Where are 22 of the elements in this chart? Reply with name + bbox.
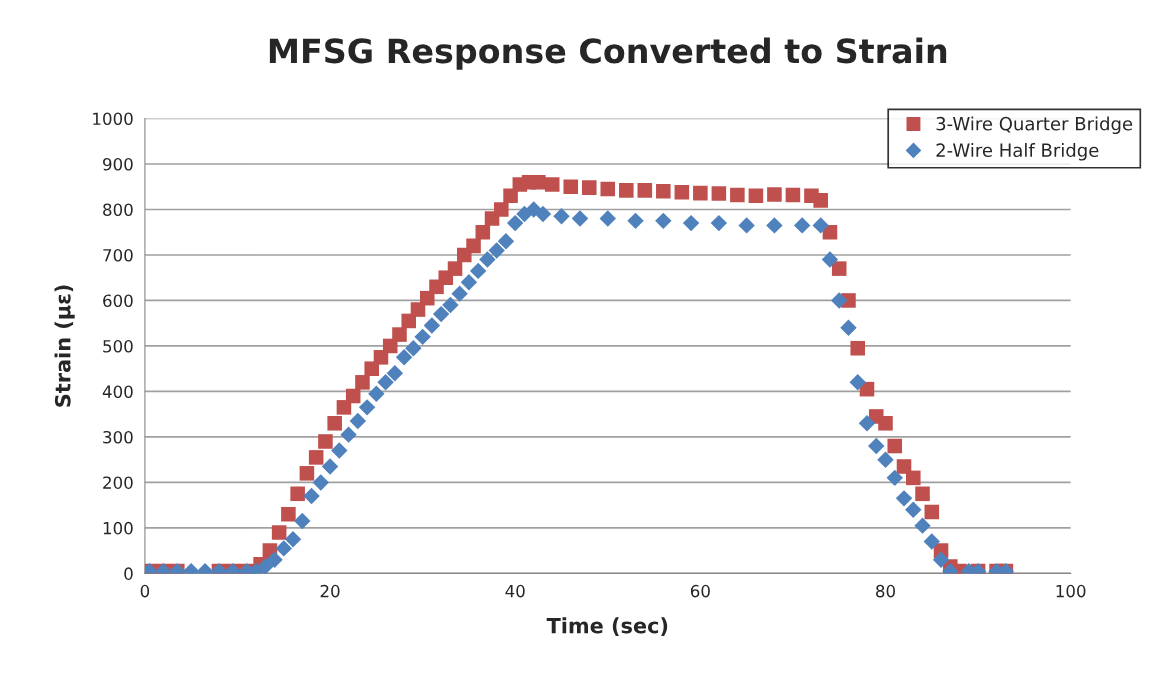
legend-label: 3-Wire Quarter Bridge (936, 116, 1133, 135)
y-tick-label: 100 (103, 521, 133, 535)
chart-title: MFSG Response Converted to Strain (269, 37, 947, 70)
y-tick-label: 800 (103, 203, 133, 217)
y-tick-label: 300 (103, 430, 133, 444)
x-axis-title: Time (sec) (546, 617, 668, 636)
y-tick-label: 400 (102, 385, 133, 399)
y-axis-title: Strain (µε) (54, 285, 75, 407)
legend-label: 2-Wire Half Bridge (936, 143, 1099, 161)
y-tick-label: 200 (103, 476, 133, 489)
y-tick-label: 0 (124, 567, 133, 580)
x-tick-label: 100 (1056, 584, 1086, 598)
x-tick-label: 60 (690, 584, 710, 598)
y-tick-label: 700 (103, 248, 133, 262)
y-tick-label: 1000 (93, 112, 133, 126)
x-tick-label: 40 (505, 584, 525, 598)
x-tick-label: 20 (320, 584, 340, 598)
y-tick-label: 500 (103, 339, 133, 353)
x-tick-label: 80 (876, 584, 895, 598)
x-tick-label: 0 (140, 584, 150, 598)
y-tick-label: 900 (103, 157, 133, 171)
y-tick-label: 600 (103, 294, 133, 308)
